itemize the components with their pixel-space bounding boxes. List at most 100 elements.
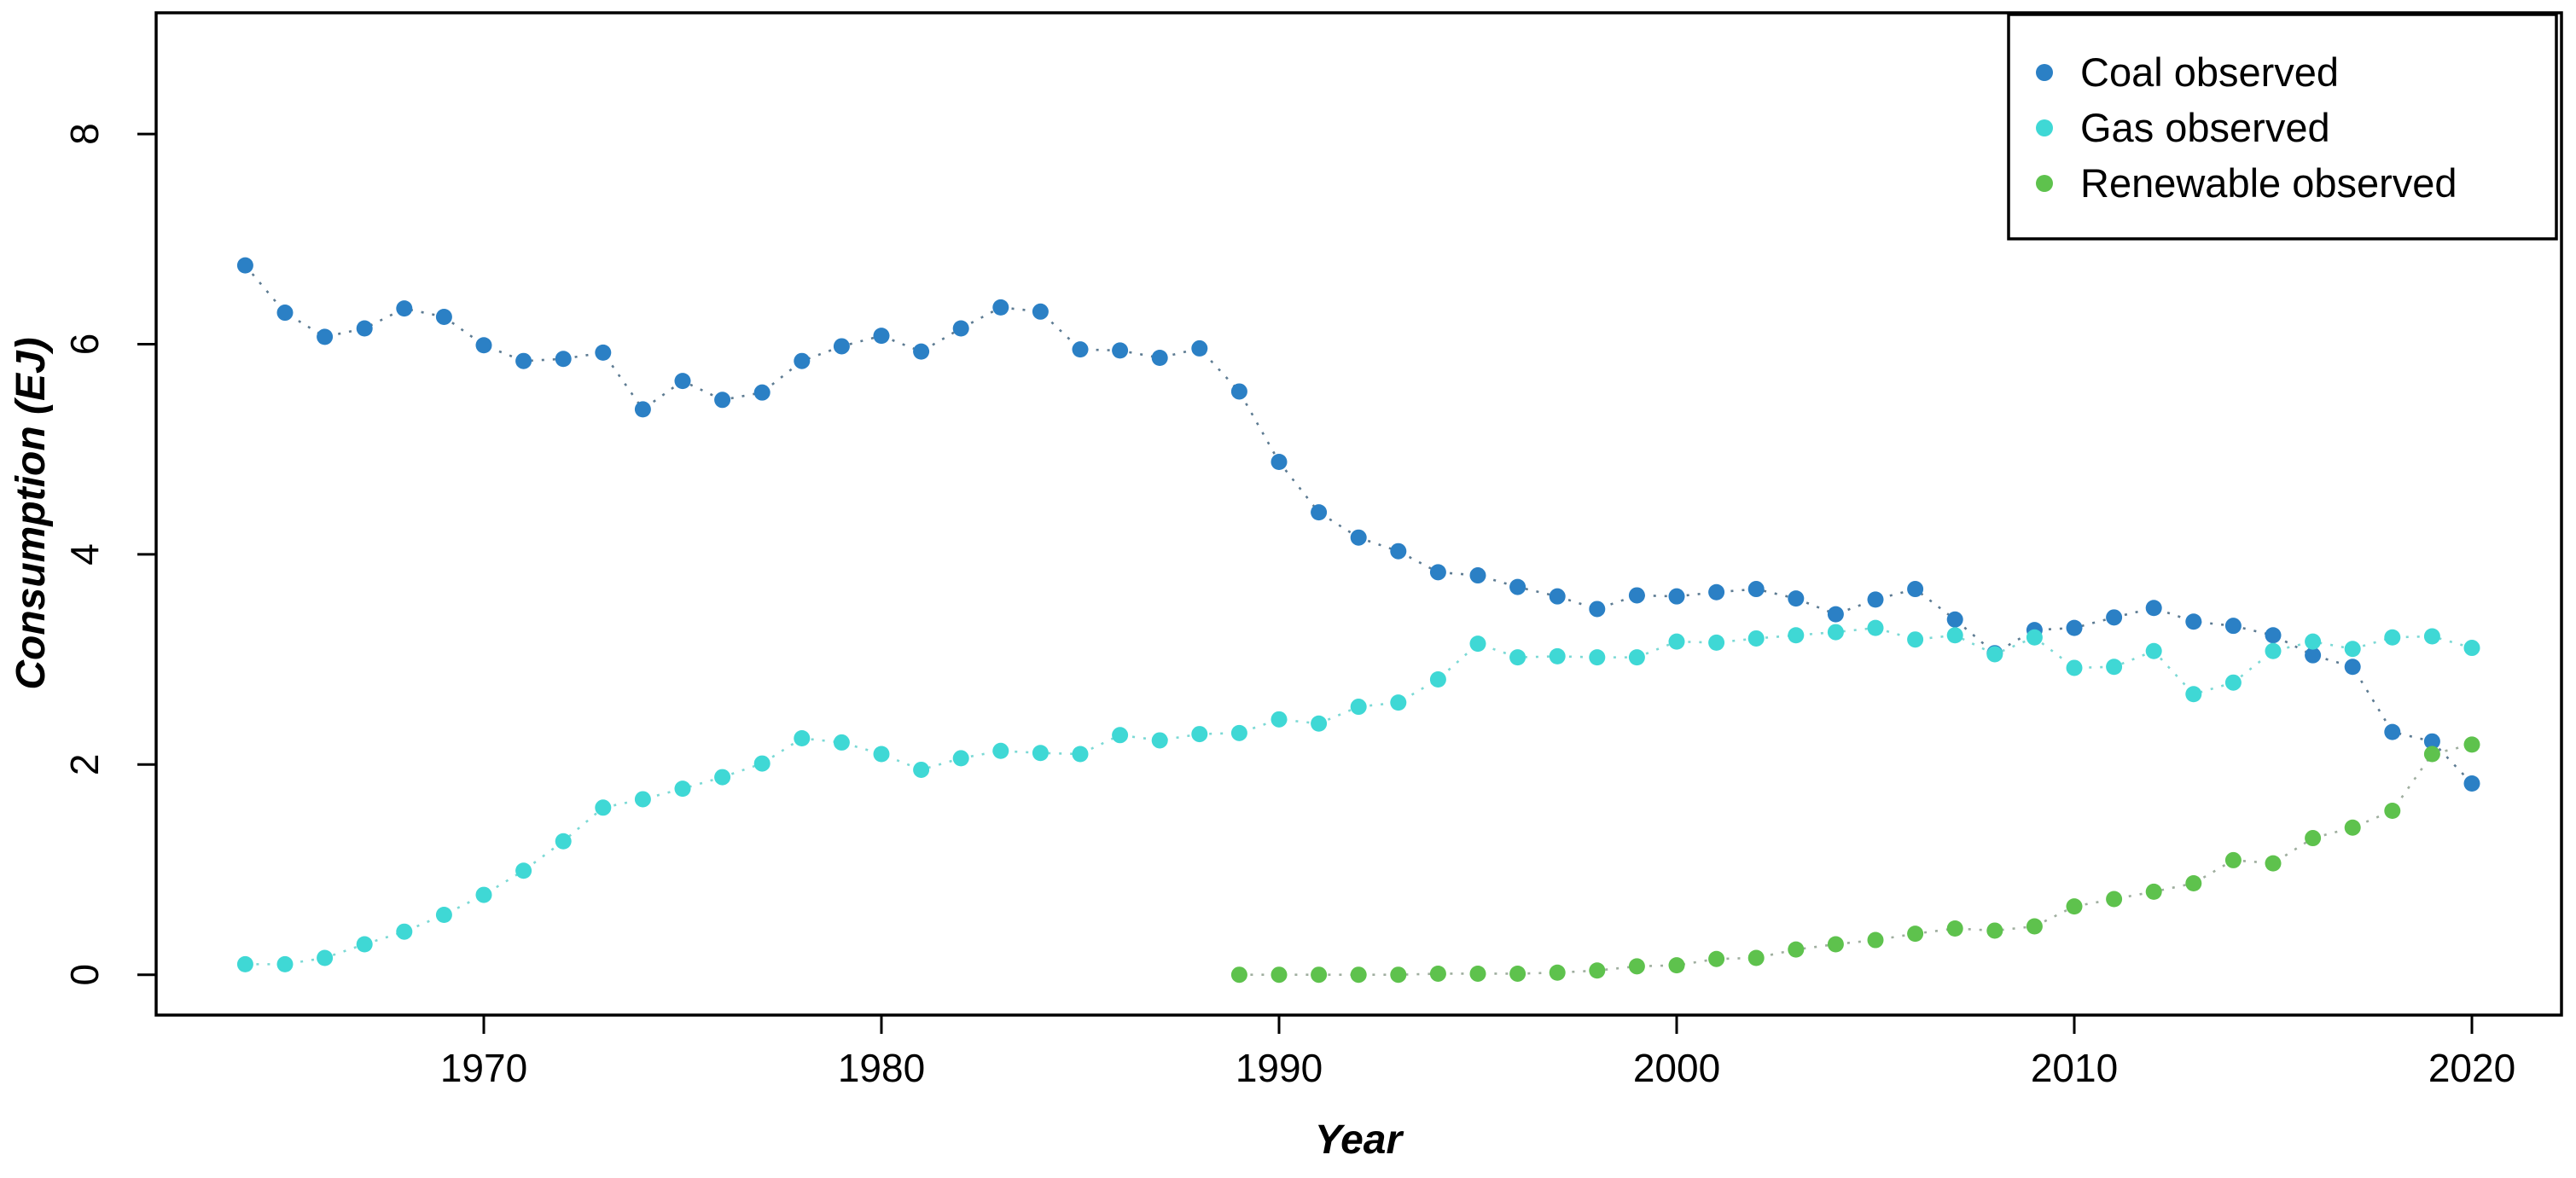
- coal-point-1969: [435, 308, 452, 325]
- gas-point-2013: [2185, 686, 2202, 703]
- coal-point-2019: [2423, 733, 2440, 750]
- gas-point-2012: [2145, 642, 2162, 659]
- gas-point-1973: [595, 799, 612, 816]
- renewable-point-2020: [2463, 736, 2480, 753]
- coal-legend-dot: [2036, 64, 2053, 81]
- gas-point-1975: [674, 780, 691, 798]
- gas-point-1996: [1509, 649, 1526, 666]
- coal-point-2002: [1747, 581, 1765, 598]
- coal-point-1996: [1509, 578, 1526, 595]
- renewable-point-1994: [1429, 965, 1446, 982]
- gas-point-2010: [2066, 659, 2083, 676]
- coal-point-1989: [1230, 383, 1247, 400]
- renewable-point-1999: [1628, 958, 1645, 975]
- coal-point-1994: [1429, 564, 1446, 581]
- renewable-point-2017: [2344, 819, 2361, 836]
- gas-line: [245, 626, 2473, 966]
- gas-point-1967: [356, 936, 373, 953]
- coal-point-1992: [1350, 529, 1367, 546]
- gas-point-1992: [1350, 699, 1367, 716]
- coal-point-1997: [1549, 588, 1566, 605]
- coal-legend-label: Coal observed: [2080, 49, 2339, 95]
- gas-point-2016: [2305, 633, 2322, 650]
- gas-point-2008: [1986, 646, 2003, 663]
- renewable-point-2004: [1827, 936, 1844, 953]
- renewable-point-2008: [1986, 922, 2003, 939]
- gas-legend-dot: [2036, 119, 2053, 136]
- renewable-point-1995: [1469, 965, 1486, 982]
- gas-point-1990: [1271, 711, 1288, 728]
- renewable-point-2015: [2265, 855, 2282, 872]
- gas-point-2019: [2423, 628, 2440, 645]
- coal-point-2000: [1668, 588, 1685, 605]
- gas-point-1983: [992, 742, 1009, 759]
- x-tick-label: 1970: [440, 1046, 527, 1090]
- renewable-point-2001: [1708, 950, 1725, 967]
- coal-point-1977: [753, 384, 770, 401]
- gas-point-2001: [1708, 634, 1725, 651]
- gas-point-1972: [555, 833, 572, 850]
- gas-point-1969: [435, 906, 452, 923]
- coal-point-1982: [952, 320, 969, 337]
- coal-point-1966: [317, 328, 334, 345]
- gas-point-2014: [2224, 674, 2242, 691]
- renewable-point-1996: [1509, 965, 1526, 982]
- coal-point-1968: [396, 300, 413, 317]
- coal-point-2003: [1788, 590, 1805, 607]
- y-tick-label: 4: [62, 543, 107, 566]
- coal-point-1970: [475, 337, 492, 354]
- gas-point-2003: [1788, 627, 1805, 644]
- gas-point-2002: [1747, 630, 1765, 647]
- gas-point-2015: [2265, 642, 2282, 659]
- gas-point-1964: [236, 955, 253, 972]
- legend: Coal observed Gas observed Renewable obs…: [2007, 13, 2558, 241]
- gas-point-1984: [1032, 745, 1049, 762]
- renewable-point-1997: [1549, 964, 1566, 981]
- gas-point-2009: [2026, 629, 2043, 646]
- gas-point-2005: [1867, 619, 1884, 636]
- gas-point-1998: [1589, 649, 1606, 666]
- gas-point-1989: [1230, 724, 1247, 741]
- renewable-legend-label: Renewable observed: [2080, 160, 2457, 206]
- gas-point-1991: [1311, 715, 1328, 732]
- coal-point-2017: [2344, 659, 2361, 676]
- gas-point-1976: [714, 769, 731, 786]
- coal-point-1987: [1151, 350, 1168, 367]
- gas-point-2011: [2106, 659, 2123, 676]
- y-axis-title: Consumption (EJ): [9, 337, 54, 689]
- x-tick-label: 2010: [2031, 1046, 2118, 1090]
- coal-point-1973: [595, 344, 612, 361]
- y-axis-ticks: 0 2 4 6 8: [62, 123, 156, 985]
- coal-point-1990: [1271, 453, 1288, 470]
- renewable-point-2002: [1747, 949, 1765, 966]
- renewable-point-1998: [1589, 962, 1606, 979]
- coal-point-1995: [1469, 567, 1486, 584]
- data-series: [236, 257, 2480, 984]
- renewable-point-2016: [2305, 830, 2322, 847]
- coal-point-2018: [2384, 723, 2401, 740]
- renewable-point-2010: [2066, 898, 2083, 915]
- coal-point-2015: [2265, 627, 2282, 644]
- renewable-point-2000: [1668, 957, 1685, 974]
- coal-point-1979: [833, 338, 850, 355]
- coal-point-2013: [2185, 613, 2202, 630]
- coal-point-1964: [236, 257, 253, 274]
- x-tick-label: 1980: [838, 1046, 925, 1090]
- coal-point-2014: [2224, 618, 2242, 635]
- renewable-point-2003: [1788, 941, 1805, 958]
- renewable-point-2007: [1946, 920, 1963, 937]
- coal-point-1971: [515, 352, 532, 369]
- coal-point-1980: [873, 328, 890, 345]
- coal-point-1984: [1032, 303, 1049, 320]
- coal-point-1972: [555, 351, 572, 368]
- x-axis-title: Year: [1315, 1117, 1404, 1163]
- x-tick-label: 1990: [1236, 1046, 1323, 1090]
- gas-point-1995: [1469, 635, 1486, 653]
- renewable-legend-dot: [2036, 175, 2053, 192]
- x-tick-label: 2000: [1633, 1046, 1720, 1090]
- gas-point-2020: [2463, 640, 2480, 657]
- x-axis-ticks: 1970 1980 1990 2000 2010 2020: [440, 1015, 2515, 1090]
- y-tick-label: 6: [62, 334, 107, 356]
- coal-point-2004: [1827, 606, 1844, 623]
